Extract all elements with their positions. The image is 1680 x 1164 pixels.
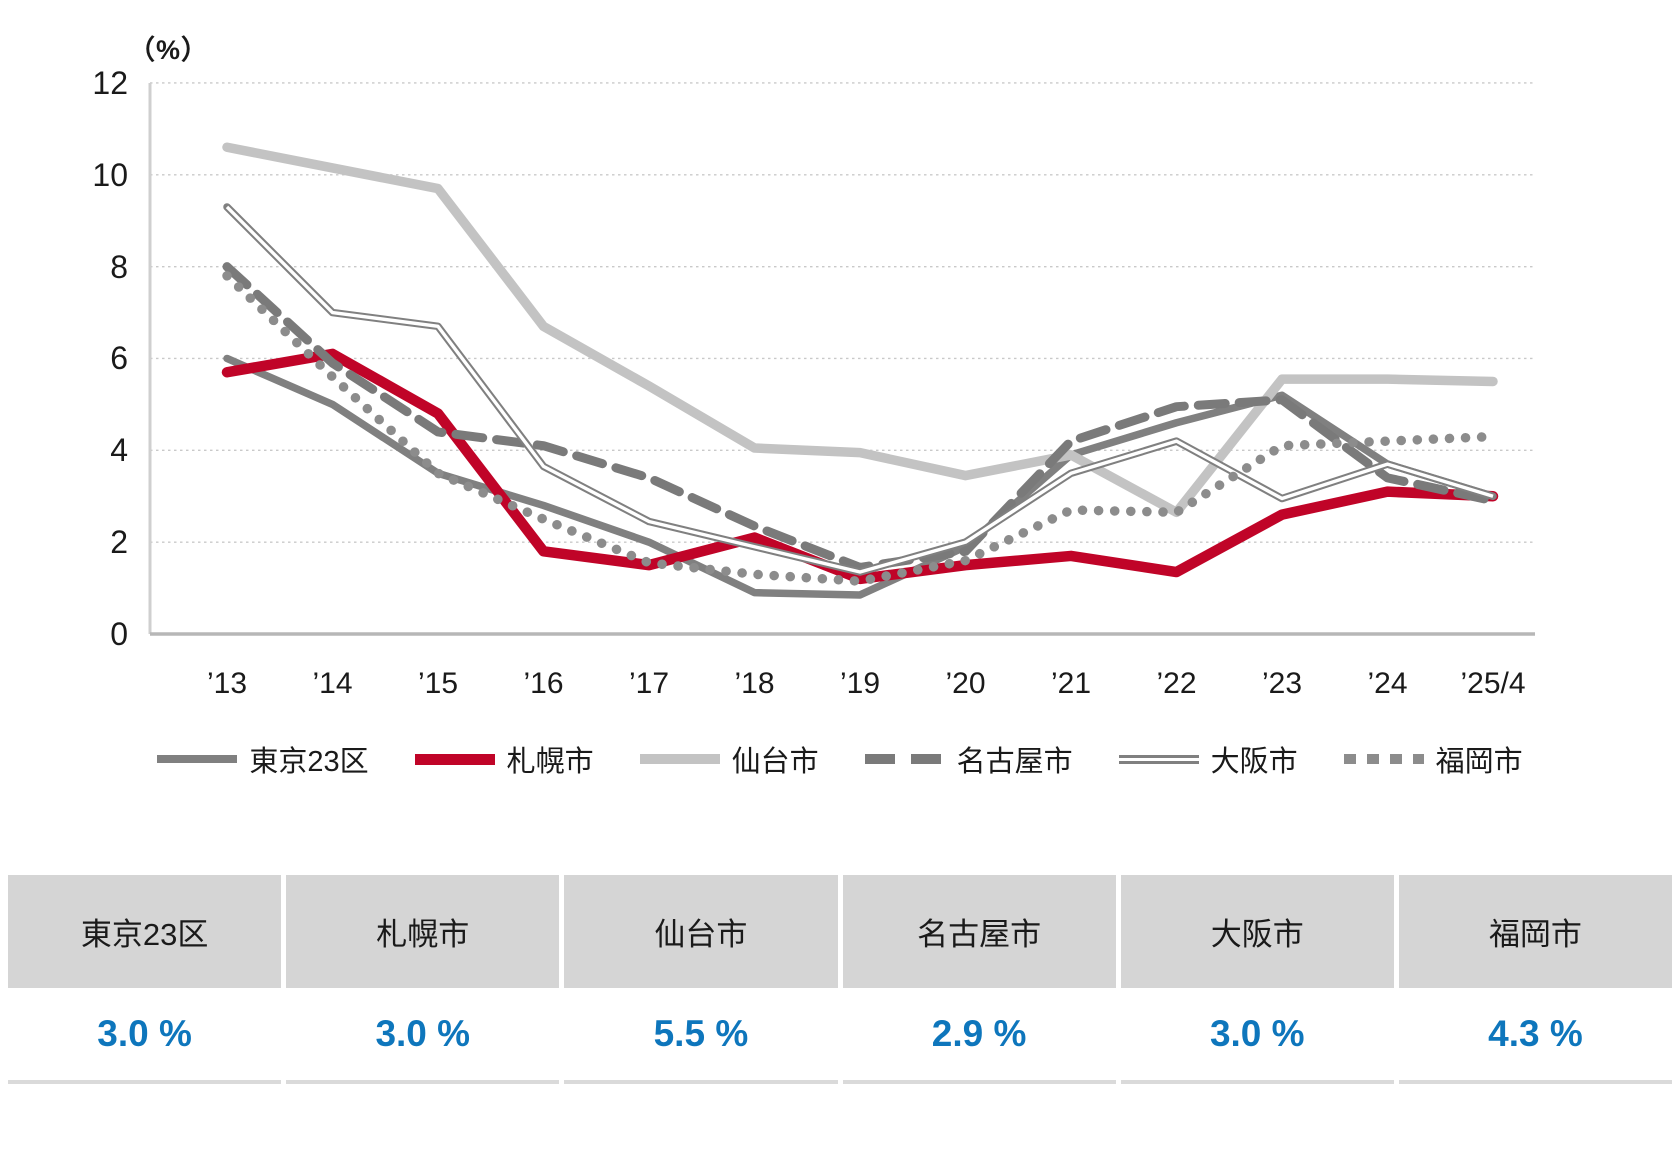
- x-axis-tick-label: ’18: [734, 667, 775, 700]
- legend-label: 札幌市: [506, 746, 594, 778]
- nagoya-line-swatch-icon: [864, 754, 945, 764]
- x-axis-tick-label: ’23: [1261, 667, 1303, 700]
- legend-label: 仙台市: [731, 746, 819, 778]
- series-line-札幌市: [221, 348, 1499, 585]
- legend-label: 大阪市: [1210, 746, 1298, 778]
- table-value-cell: 5.5 %: [564, 988, 838, 1084]
- table-value-cell: 4.3 %: [1398, 988, 1673, 1084]
- y-axis-tick-label: 2: [110, 524, 128, 561]
- table-header-cell: 札幌市: [286, 875, 560, 988]
- table-header-cell: 名古屋市: [842, 875, 1116, 988]
- y-axis-unit-label: （%）: [128, 35, 210, 65]
- series-line-仙台市: [222, 142, 1498, 518]
- x-axis-tick-label: ’24: [1367, 667, 1408, 700]
- x-axis-tick-label: ’25/4: [1460, 667, 1526, 700]
- legend-item-sapporo: 札幌市: [414, 738, 594, 780]
- table-header-cell: 仙台市: [564, 875, 838, 988]
- x-axis-tick-label: ’19: [839, 667, 881, 700]
- legend-item-fukuoka: 福岡市: [1343, 738, 1523, 780]
- legend-item-nagoya: 名古屋市: [864, 738, 1073, 780]
- series-line-福岡市: [222, 271, 1498, 586]
- table-header-cell: 福岡市: [1398, 875, 1673, 988]
- x-axis-tick-label: ’14: [312, 667, 353, 700]
- y-axis-tick-label: 0: [110, 616, 128, 652]
- table-header-cell: 大阪市: [1120, 875, 1394, 988]
- y-axis-tick-label: 4: [110, 432, 128, 469]
- y-axis-tick-label: 12: [92, 64, 128, 101]
- fukuoka-line-swatch-icon: [1343, 754, 1424, 764]
- legend-item-sendai: 仙台市: [639, 738, 819, 780]
- osaka-line-swatch-icon: [1118, 754, 1199, 764]
- vacancy-rate-chart: （%） 12 10 8 6 4 2 0 ’13 ’14 ’15 ’16 ’17 ’18 ’19 ’20 ’2…: [0, 35, 1680, 782]
- current-vacancy-table: 東京23区 札幌市 仙台市 名古屋市 大阪市 福岡市 3.0 % 3.0 % 5…: [8, 875, 1673, 1084]
- x-axis-tick-label: ’21: [1050, 667, 1092, 700]
- table-value-row: 3.0 % 3.0 % 5.5 % 2.9 % 3.0 % 4.3 %: [8, 988, 1673, 1084]
- series-line-名古屋市: [222, 262, 1498, 572]
- x-axis-tick-label: ’16: [523, 667, 564, 700]
- x-axis-tick-label: ’15: [417, 667, 459, 700]
- legend-item-osaka: 大阪市: [1118, 738, 1298, 780]
- y-axis-tick-label: 8: [110, 248, 128, 285]
- line-chart-canvas: [148, 82, 1535, 636]
- x-axis-tick-label: ’17: [628, 667, 670, 700]
- y-axis-tick-label: 10: [92, 156, 128, 193]
- legend-label: 東京23区: [249, 746, 369, 778]
- table-value-cell: 3.0 %: [286, 988, 560, 1084]
- series-line-東京23区: [223, 354, 1497, 599]
- table-header-row: 東京23区 札幌市 仙台市 名古屋市 大阪市 福岡市: [8, 875, 1673, 988]
- x-axis-tick-label: ’22: [1156, 667, 1197, 700]
- tokyo-line-swatch-icon: [157, 755, 238, 763]
- y-axis-tick-label: 6: [110, 340, 128, 377]
- table-header-cell: 東京23区: [8, 875, 282, 988]
- legend-label: 名古屋市: [956, 746, 1073, 778]
- table-value-cell: 2.9 %: [842, 988, 1116, 1084]
- chart-legend: 東京23区 札幌市 仙台市 名古屋市 大阪市 福岡市: [0, 736, 1680, 782]
- legend-label: 福岡市: [1435, 746, 1523, 778]
- sendai-line-swatch-icon: [639, 754, 720, 764]
- x-axis-tick-label: ’20: [945, 667, 986, 700]
- x-axis-tick-label: ’13: [206, 667, 248, 700]
- legend-item-tokyo: 東京23区: [157, 738, 369, 780]
- table-value-cell: 3.0 %: [1120, 988, 1394, 1084]
- sapporo-line-swatch-icon: [414, 753, 495, 765]
- table-value-cell: 3.0 %: [8, 988, 282, 1084]
- series-line-inner-大阪市: [225, 205, 1494, 574]
- series-line-大阪市: [223, 203, 1497, 576]
